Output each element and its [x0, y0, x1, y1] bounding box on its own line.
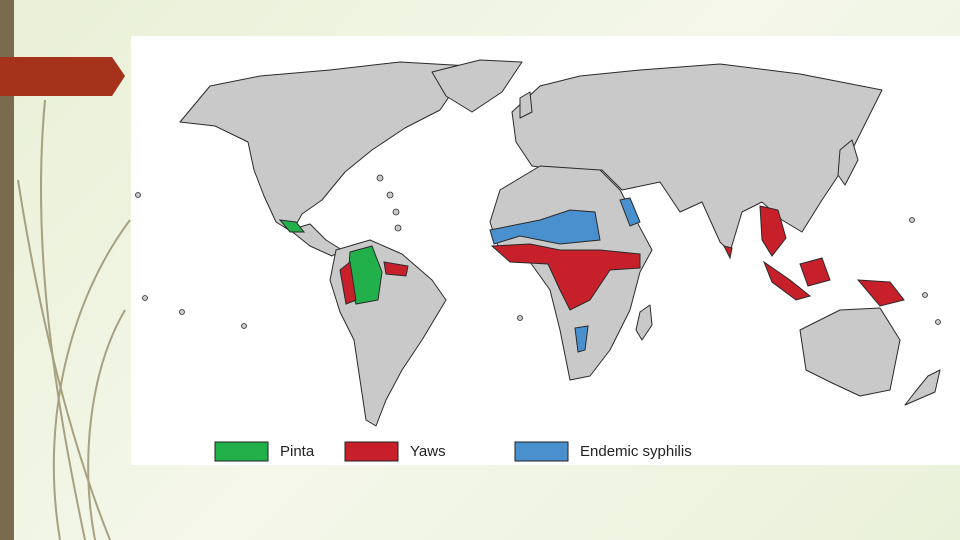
island: [241, 323, 247, 329]
legend-swatch: [344, 441, 399, 462]
island: [179, 309, 185, 315]
syphilis-arabia: [619, 197, 641, 227]
grass-decoration: [17, 99, 131, 540]
legend-label: Pinta: [280, 443, 315, 460]
eurasia: [511, 63, 883, 253]
yaws-india: [723, 245, 733, 260]
islands: [135, 174, 941, 329]
world-map: [179, 59, 941, 427]
legend-label: Yaws: [410, 443, 446, 460]
legend-label: Endemic syphilis: [580, 443, 692, 460]
disease-regions: [278, 197, 905, 353]
island: [376, 174, 384, 182]
syphilis-southern-africa: [574, 325, 589, 353]
island: [386, 191, 394, 199]
island: [142, 295, 148, 301]
yaws-guianas: [383, 261, 409, 277]
island: [135, 192, 141, 198]
japan: [837, 139, 859, 186]
greenland: [431, 59, 523, 113]
island: [394, 224, 402, 232]
yaws-borneo: [799, 257, 831, 287]
yaws-africa: [490, 243, 641, 311]
yaws-new-guinea: [856, 279, 905, 307]
island: [392, 208, 400, 216]
island: [922, 292, 928, 298]
yaws-indonesia: [762, 260, 812, 301]
yaws-southeast-asia: [759, 205, 787, 257]
island: [935, 319, 941, 325]
legend: Pinta Yaws Endemic syphilis: [214, 441, 692, 462]
australia: [799, 307, 901, 397]
pinta-mexico: [278, 219, 306, 233]
legend-swatch: [214, 441, 269, 462]
syphilis-sahel: [489, 209, 601, 245]
new-zealand: [904, 369, 941, 406]
north-america: [179, 61, 471, 233]
side-bar: [0, 0, 14, 540]
legend-swatch: [514, 441, 569, 462]
title-tab: [0, 57, 125, 96]
yaws-south-america: [339, 261, 357, 305]
uk: [519, 91, 533, 119]
madagascar: [635, 304, 653, 341]
island: [517, 315, 523, 321]
island: [909, 217, 915, 223]
